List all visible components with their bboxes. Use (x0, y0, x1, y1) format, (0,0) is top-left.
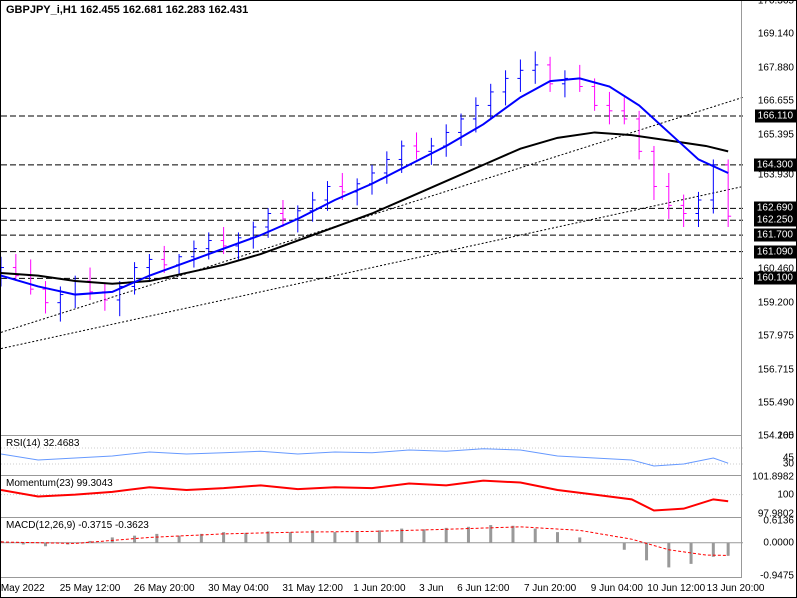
price-level-box: 161.700 (754, 229, 796, 242)
momentum-tick: 100 (777, 489, 794, 500)
macd-tick: 0.6136 (763, 516, 794, 527)
price-level-box: 166.110 (755, 109, 796, 122)
y-axis-macd: 0.61360.0000-0.9475 (741, 518, 796, 578)
main-chart-svg (1, 1, 743, 436)
x-tick-label: 13 Jun 20:00 (707, 583, 765, 594)
price-level-box: 162.250 (754, 214, 796, 227)
y-axis-main: 170.365169.140167.880166.655165.395163.9… (741, 1, 796, 436)
y-axis-momentum: 101.898210097.9802 (741, 476, 796, 518)
macd-tick: 0.0000 (763, 537, 794, 548)
macd-title: MACD(12,26,9) -0.3715 -0.3623 (6, 520, 149, 531)
x-tick-label: 24 May 2022 (0, 583, 45, 594)
chart-title: GBPJPY_i,H1 162.455 162.681 162.283 162.… (6, 4, 248, 16)
y-tick-label: 155.490 (758, 397, 794, 408)
x-tick-label: 9 Jun 04:00 (591, 583, 643, 594)
rsi-title: RSI(14) 32.4683 (6, 438, 79, 449)
y-tick-label: 165.395 (758, 130, 794, 141)
macd-tick: -0.9475 (760, 571, 794, 582)
price-level-box: 160.100 (754, 272, 796, 285)
x-tick-label: 10 Jun 12:00 (647, 583, 705, 594)
momentum-title: Momentum(23) 99.3043 (6, 478, 113, 489)
x-tick-label: 7 Jun 20:00 (524, 583, 576, 594)
macd-panel[interactable]: MACD(12,26,9) -0.3715 -0.3623 (1, 518, 741, 578)
momentum-tick: 101.8982 (752, 471, 794, 482)
y-tick-label: 159.200 (758, 297, 794, 308)
y-tick-label: 166.655 (758, 96, 794, 107)
x-tick-label: 30 May 04:00 (208, 583, 269, 594)
x-tick-label: 31 May 12:00 (282, 583, 343, 594)
price-level-box: 161.090 (754, 245, 796, 258)
rsi-svg (1, 436, 743, 476)
x-tick-label: 6 Jun 12:00 (457, 583, 509, 594)
momentum-panel[interactable]: Momentum(23) 99.3043 (1, 476, 741, 518)
x-tick-label: 1 Jun 20:00 (353, 583, 405, 594)
chart-container: GBPJPY_i,H1 162.455 162.681 162.283 162.… (0, 0, 797, 598)
rsi-tick: 30 (783, 459, 794, 470)
y-tick-label: 169.140 (758, 29, 794, 40)
x-axis: 24 May 2022 25 May 12:00 26 May 20:00 30 Ma… (1, 577, 741, 597)
price-level-box: 164.300 (754, 158, 796, 171)
x-tick-label: 25 May 12:00 (60, 583, 121, 594)
rsi-panel[interactable]: RSI(14) 32.4683 (1, 436, 741, 476)
y-tick-label: 157.975 (758, 330, 794, 341)
x-tick-label: 3 Jun (419, 583, 443, 594)
rsi-tick: 100 (777, 431, 794, 442)
main-price-chart[interactable]: GBPJPY_i,H1 162.455 162.681 162.283 162.… (1, 1, 741, 436)
y-tick-label: 167.880 (758, 63, 794, 74)
y-tick-label: 156.715 (758, 364, 794, 375)
y-tick-label: 170.365 (758, 0, 794, 7)
y-axis-rsi: 1004530 (741, 436, 796, 476)
x-tick-label: 26 May 20:00 (134, 583, 195, 594)
